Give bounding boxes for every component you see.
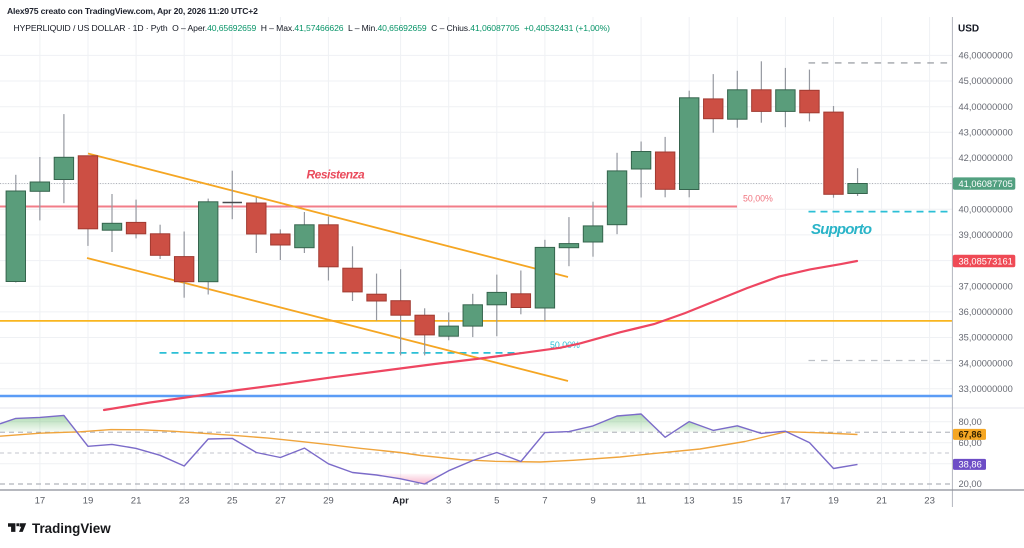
svg-text:Resistenza: Resistenza	[307, 168, 366, 182]
svg-text:9: 9	[590, 496, 595, 507]
svg-text:25: 25	[227, 496, 238, 507]
svg-text:44,00000000: 44,00000000	[959, 102, 1013, 112]
svg-text:39,00000000: 39,00000000	[959, 230, 1013, 240]
svg-text:29: 29	[323, 496, 334, 507]
svg-text:67,86: 67,86	[959, 430, 982, 440]
svg-text:38,86: 38,86	[959, 460, 982, 470]
svg-text:19: 19	[83, 496, 94, 507]
svg-text:11: 11	[636, 496, 646, 507]
svg-text:17: 17	[35, 496, 46, 507]
svg-text:23: 23	[924, 496, 935, 507]
svg-text:80,00: 80,00	[959, 417, 982, 427]
svg-text:21: 21	[876, 496, 887, 507]
svg-text:42,00000000: 42,00000000	[959, 153, 1013, 163]
svg-text:34,00000000: 34,00000000	[959, 358, 1013, 368]
svg-text:50,00%: 50,00%	[743, 194, 773, 204]
svg-text:USD: USD	[958, 24, 979, 35]
svg-text:Alex975 creato con TradingView: Alex975 creato con TradingView.com, Apr …	[7, 6, 258, 16]
svg-text:Supporto: Supporto	[811, 221, 872, 238]
svg-text:21: 21	[131, 496, 142, 507]
svg-text:TradingView: TradingView	[32, 521, 111, 536]
svg-text:36,00000000: 36,00000000	[959, 307, 1013, 317]
svg-text:46,00000000: 46,00000000	[959, 51, 1013, 61]
svg-text:33,00000000: 33,00000000	[959, 384, 1013, 394]
svg-text:20,00: 20,00	[959, 479, 982, 489]
svg-text:15: 15	[732, 496, 743, 507]
svg-text:27: 27	[275, 496, 286, 507]
svg-text:40,00000000: 40,00000000	[959, 205, 1013, 215]
svg-text:38,08573161: 38,08573161	[959, 256, 1013, 266]
svg-text:13: 13	[684, 496, 695, 507]
svg-text:HYPERLIQUID / US DOLLAR · 1D ·: HYPERLIQUID / US DOLLAR · 1D · Pyth O – …	[14, 23, 611, 33]
svg-text:7: 7	[542, 496, 547, 507]
svg-text:37,00000000: 37,00000000	[959, 281, 1013, 291]
svg-text:60,00: 60,00	[959, 438, 982, 448]
svg-text:41,06087705: 41,06087705	[959, 179, 1013, 189]
svg-text:50,00%: 50,00%	[550, 340, 580, 350]
svg-text:45,00000000: 45,00000000	[959, 76, 1013, 86]
svg-text:3: 3	[446, 496, 451, 507]
svg-text:43,00000000: 43,00000000	[959, 128, 1013, 138]
svg-text:17: 17	[780, 496, 791, 507]
svg-text:5: 5	[494, 496, 499, 507]
svg-text:35,00000000: 35,00000000	[959, 333, 1013, 343]
svg-text:23: 23	[179, 496, 190, 507]
svg-text:Apr: Apr	[392, 496, 409, 507]
svg-text:19: 19	[828, 496, 839, 507]
